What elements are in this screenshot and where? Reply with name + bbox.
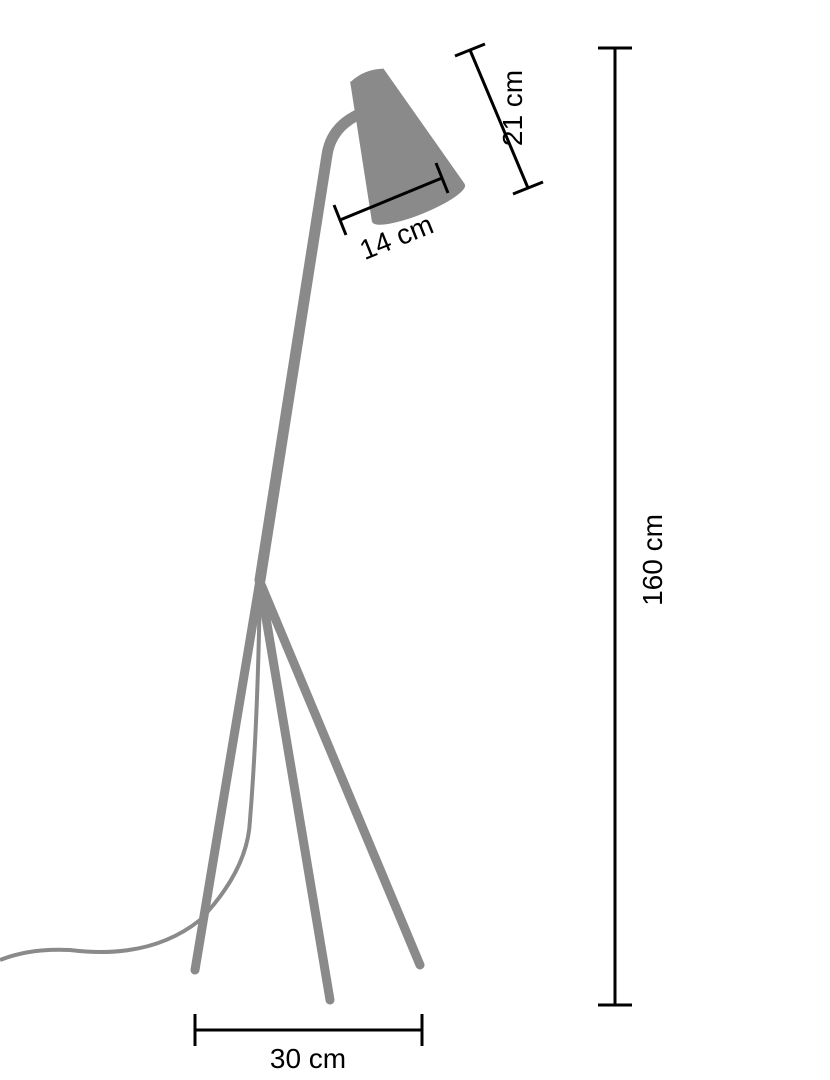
dim-shade-height-label: 21 cm: [497, 70, 528, 146]
lamp-dimension-diagram: 160 cm 30 cm 14 cm 21 cm: [0, 0, 830, 1080]
dim-base-width-label: 30 cm: [270, 1043, 346, 1074]
lamp-shade: [319, 53, 469, 232]
power-cord: [0, 580, 260, 960]
dim-base-width: [195, 1014, 422, 1046]
leg-right: [260, 582, 420, 965]
dim-height: [598, 48, 632, 1005]
leg-back: [260, 582, 330, 1000]
tripod-legs: [195, 580, 420, 1000]
lamp-pole: [260, 110, 370, 580]
dim-height-label: 160 cm: [637, 514, 668, 606]
leg-left: [195, 580, 260, 970]
